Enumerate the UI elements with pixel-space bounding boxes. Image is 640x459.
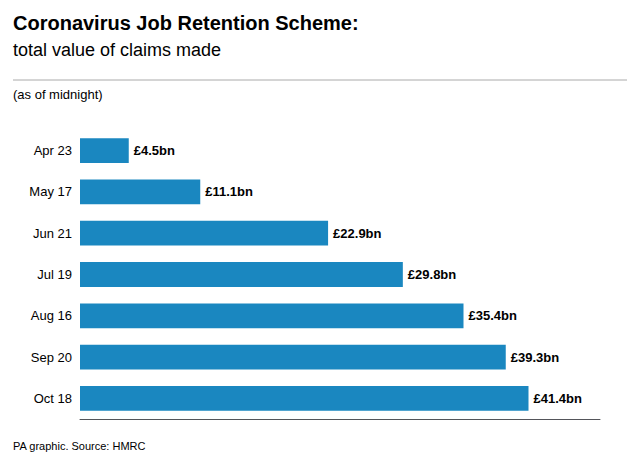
svg-text:£4.5bn: £4.5bn — [134, 143, 175, 158]
svg-text:£39.3bn: £39.3bn — [511, 350, 559, 365]
svg-text:Oct 18: Oct 18 — [34, 391, 72, 406]
svg-text:Aug 16: Aug 16 — [31, 308, 72, 323]
svg-text:Jul 19: Jul 19 — [37, 267, 72, 282]
svg-text:Coronavirus Job Retention Sche: Coronavirus Job Retention Scheme: — [13, 12, 359, 34]
svg-text:£41.4bn: £41.4bn — [534, 391, 582, 406]
svg-text:£29.8bn: £29.8bn — [408, 267, 456, 282]
svg-text:PA graphic. Source: HMRC: PA graphic. Source: HMRC — [13, 440, 146, 452]
svg-text:Apr 23: Apr 23 — [34, 143, 72, 158]
svg-text:total value of claims made: total value of claims made — [13, 40, 221, 60]
svg-text:Jun 21: Jun 21 — [33, 226, 72, 241]
svg-text:£11.1bn: £11.1bn — [205, 184, 253, 199]
svg-text:May 17: May 17 — [29, 184, 72, 199]
svg-text:Sep 20: Sep 20 — [31, 350, 72, 365]
svg-text:£35.4bn: £35.4bn — [469, 308, 517, 323]
svg-text:(as of midnight): (as of midnight) — [13, 87, 103, 102]
svg-text:£22.9bn: £22.9bn — [333, 226, 381, 241]
